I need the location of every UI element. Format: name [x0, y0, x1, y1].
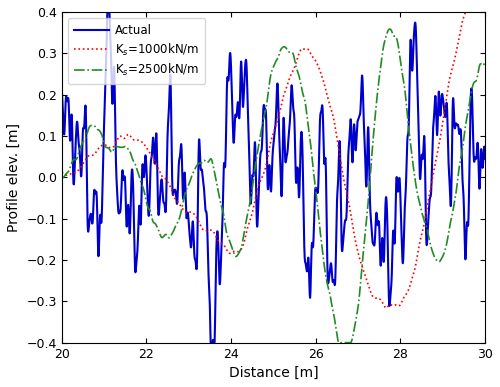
- Actual: [474, 146, 480, 151]
- Actual: [222, 161, 228, 166]
- K$_s$=1000kN/m: [428, 182, 434, 187]
- K$_s$=1000kN/m: [221, 243, 227, 248]
- Actual: [428, 182, 434, 187]
- K$_s$=1000kN/m: [132, 138, 138, 142]
- K$_s$=2500kN/m: [58, 176, 64, 180]
- K$_s$=2500kN/m: [132, 162, 138, 166]
- K$_s$=2500kN/m: [240, 240, 246, 245]
- X-axis label: Distance [m]: Distance [m]: [228, 366, 318, 380]
- K$_s$=2500kN/m: [482, 60, 488, 65]
- K$_s$=1000kN/m: [384, 306, 390, 310]
- K$_s$=2500kN/m: [221, 215, 227, 219]
- K$_s$=1000kN/m: [58, 170, 64, 175]
- Actual: [104, 10, 110, 14]
- K$_s$=2500kN/m: [387, 27, 393, 31]
- K$_s$=2500kN/m: [336, 340, 342, 345]
- K$_s$=2500kN/m: [428, 246, 434, 251]
- Line: K$_s$=1000kN/m: K$_s$=1000kN/m: [62, 12, 485, 308]
- Actual: [208, 340, 214, 345]
- Y-axis label: Profile elev. [m]: Profile elev. [m]: [7, 123, 21, 232]
- Legend: Actual, K$_s$=1000kN/m, K$_s$=2500kN/m: Actual, K$_s$=1000kN/m, K$_s$=2500kN/m: [68, 18, 205, 84]
- Actual: [132, 270, 138, 274]
- Actual: [107, 28, 113, 33]
- Line: Actual: Actual: [62, 12, 485, 342]
- K$_s$=1000kN/m: [107, 145, 113, 150]
- Line: K$_s$=2500kN/m: K$_s$=2500kN/m: [62, 29, 485, 342]
- Actual: [240, 103, 246, 108]
- K$_s$=2500kN/m: [474, 76, 480, 80]
- Actual: [58, 85, 64, 90]
- K$_s$=1000kN/m: [240, 245, 246, 249]
- K$_s$=2500kN/m: [107, 148, 113, 152]
- Actual: [482, 156, 488, 161]
- K$_s$=1000kN/m: [482, 10, 488, 14]
- K$_s$=1000kN/m: [474, 10, 480, 14]
- K$_s$=1000kN/m: [462, 10, 468, 14]
